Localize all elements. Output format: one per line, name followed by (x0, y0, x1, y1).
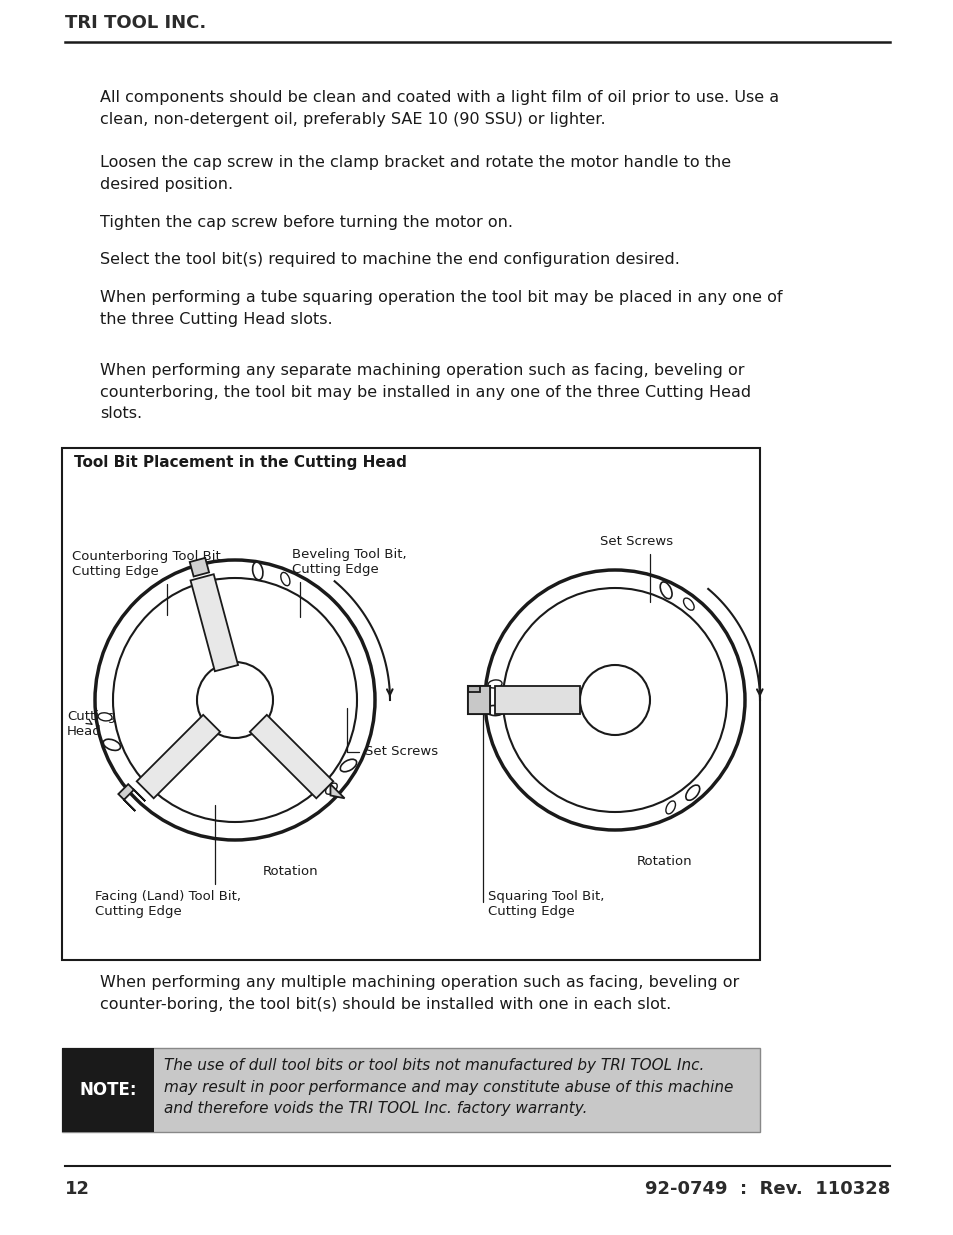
Text: 12: 12 (65, 1179, 90, 1198)
Text: Beveling Tool Bit,
Cutting Edge: Beveling Tool Bit, Cutting Edge (292, 548, 406, 618)
Ellipse shape (682, 598, 694, 610)
Text: NOTE:: NOTE: (79, 1081, 136, 1099)
Circle shape (484, 571, 744, 830)
Text: Select the tool bit(s) required to machine the end configuration desired.: Select the tool bit(s) required to machi… (100, 252, 679, 267)
Text: When performing a tube squaring operation the tool bit may be placed in any one : When performing a tube squaring operatio… (100, 290, 781, 326)
Ellipse shape (665, 802, 675, 814)
Text: Rotation: Rotation (637, 855, 692, 868)
Bar (62, 448, 760, 960)
Text: When performing any multiple machining operation such as facing, beveling or
cou: When performing any multiple machining o… (100, 974, 739, 1011)
Ellipse shape (98, 713, 112, 721)
Text: Tighten the cap screw before turning the motor on.: Tighten the cap screw before turning the… (100, 215, 513, 230)
Circle shape (112, 578, 356, 823)
Circle shape (196, 662, 273, 739)
Text: Cutting
Head: Cutting Head (67, 710, 116, 739)
Text: Squaring Tool Bit,
Cutting Edge: Squaring Tool Bit, Cutting Edge (482, 703, 604, 918)
Ellipse shape (253, 562, 263, 580)
Polygon shape (190, 558, 209, 577)
Polygon shape (495, 685, 579, 714)
Ellipse shape (280, 572, 290, 585)
Text: The use of dull tool bits or tool bits not manufactured by TRI TOOL Inc.
may res: The use of dull tool bits or tool bits n… (164, 1058, 733, 1116)
Polygon shape (136, 715, 220, 798)
Polygon shape (118, 784, 145, 811)
Polygon shape (250, 715, 333, 798)
Text: Set Screws: Set Screws (599, 535, 673, 603)
Ellipse shape (325, 783, 337, 794)
Text: Facing (Land) Tool Bit,
Cutting Edge: Facing (Land) Tool Bit, Cutting Edge (95, 805, 241, 918)
Ellipse shape (685, 785, 699, 800)
Text: Set Screws: Set Screws (347, 708, 437, 758)
Circle shape (579, 664, 649, 735)
Circle shape (95, 559, 375, 840)
Text: Tool Bit Placement in the Cutting Head: Tool Bit Placement in the Cutting Head (74, 454, 406, 471)
Bar (62, 1049, 153, 1132)
Text: Counterboring Tool Bit
Cutting Edge: Counterboring Tool Bit Cutting Edge (71, 550, 220, 615)
Polygon shape (330, 784, 344, 798)
Bar (468, 685, 490, 714)
Polygon shape (191, 574, 238, 672)
Ellipse shape (488, 680, 501, 688)
Ellipse shape (659, 582, 671, 599)
Bar (62, 1049, 760, 1132)
Circle shape (502, 588, 726, 811)
Text: When performing any separate machining operation such as facing, beveling or
cou: When performing any separate machining o… (100, 363, 750, 421)
Ellipse shape (485, 705, 503, 715)
Text: 92-0749  :  Rev.  110328: 92-0749 : Rev. 110328 (644, 1179, 889, 1198)
Text: Loosen the cap screw in the clamp bracket and rotate the motor handle to the
des: Loosen the cap screw in the clamp bracke… (100, 156, 730, 191)
Polygon shape (468, 685, 490, 714)
Ellipse shape (103, 740, 120, 751)
Text: Rotation: Rotation (263, 864, 318, 878)
Text: All components should be clean and coated with a light film of oil prior to use.: All components should be clean and coate… (100, 90, 779, 127)
Ellipse shape (340, 760, 356, 772)
Text: TRI TOOL INC.: TRI TOOL INC. (65, 14, 206, 32)
